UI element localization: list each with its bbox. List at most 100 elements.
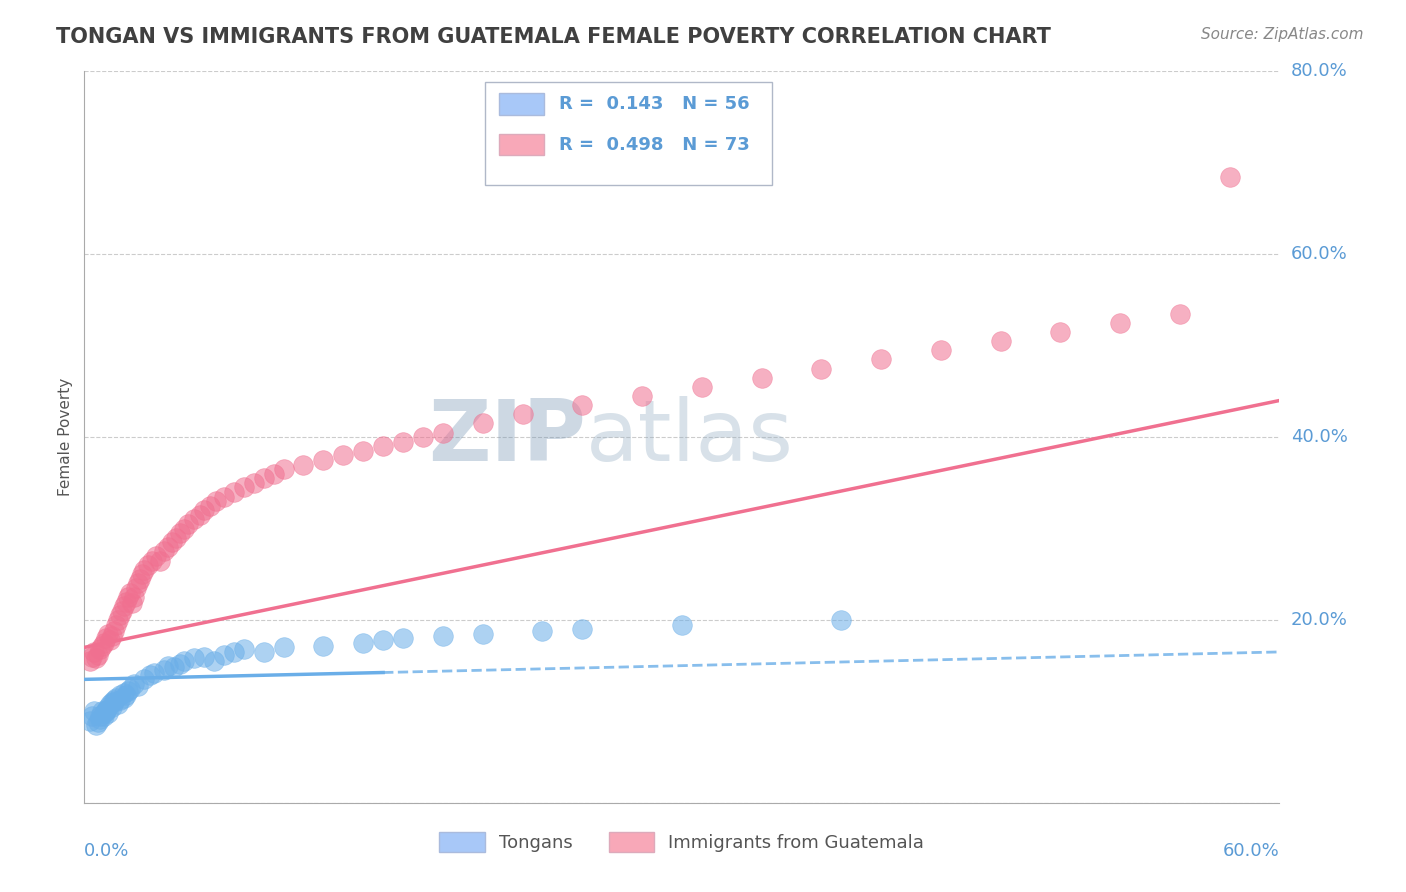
Point [751,370,773,384]
Point [312,639,335,653]
Point [105,617,128,632]
Point [122,677,145,691]
Point [169,657,191,671]
Point [115,688,138,702]
Point [91,705,114,719]
Point [198,499,221,513]
Point [101,699,124,714]
FancyBboxPatch shape [499,134,544,155]
Point [110,688,132,702]
Point [990,334,1012,348]
Point [1109,316,1132,330]
Point [91,639,114,653]
Point [93,706,115,721]
Point [141,553,163,567]
Point [432,425,454,440]
Point [183,512,205,526]
Point [157,658,180,673]
Text: 60.0%: 60.0% [1291,245,1347,263]
Point [132,673,156,687]
Point [160,535,183,549]
Text: Source: ZipAtlas.com: Source: ZipAtlas.com [1201,27,1364,42]
Text: TONGAN VS IMMIGRANTS FROM GUATEMALA FEMALE POVERTY CORRELATION CHART: TONGAN VS IMMIGRANTS FROM GUATEMALA FEMA… [56,27,1052,46]
Point [188,508,211,522]
Point [232,642,254,657]
Y-axis label: Female Poverty: Female Poverty [58,378,73,496]
Point [89,709,111,723]
Point [173,521,195,535]
Point [125,581,148,595]
Point [157,540,180,554]
Point [1049,325,1071,339]
Point [96,705,118,719]
Point [571,622,593,636]
Text: R =  0.143   N = 56: R = 0.143 N = 56 [558,95,749,113]
Point [222,485,245,500]
Point [93,636,115,650]
Point [571,398,593,412]
Point [87,648,110,662]
Point [373,439,395,453]
Point [1219,169,1241,184]
Point [83,705,105,719]
Point [205,494,228,508]
Point [79,654,101,668]
Point [129,572,152,586]
Point [86,651,108,665]
Point [96,632,118,646]
Point [169,526,191,541]
Point [193,503,215,517]
Point [79,714,101,728]
FancyBboxPatch shape [485,82,772,185]
Point [101,695,124,709]
Point [93,709,115,723]
Text: 80.0%: 80.0% [1291,62,1347,80]
Point [122,590,145,604]
Point [253,471,276,485]
FancyBboxPatch shape [499,94,544,115]
Point [232,480,254,494]
Point [83,645,105,659]
Point [531,624,554,638]
Point [173,654,195,668]
Point [103,624,125,638]
Point [332,448,354,462]
Point [120,681,142,696]
Point [112,690,135,705]
Point [690,380,713,394]
Point [101,629,124,643]
Point [127,576,149,591]
Point [412,430,434,444]
Point [471,417,494,431]
Point [96,702,118,716]
Text: 20.0%: 20.0% [1291,611,1347,629]
Point [263,467,285,481]
Point [153,663,176,677]
Text: atlas: atlas [586,395,794,479]
Point [139,667,162,681]
Point [202,654,225,668]
Point [110,608,132,623]
Point [86,718,108,732]
Text: ZIP: ZIP [429,395,586,479]
Point [82,709,104,723]
Point [929,343,952,358]
Point [103,693,125,707]
Point [1168,307,1191,321]
Point [97,626,120,640]
Point [120,585,142,599]
Point [149,553,172,567]
Point [212,648,235,662]
Point [671,617,693,632]
Text: R =  0.498   N = 73: R = 0.498 N = 73 [558,136,749,153]
Point [98,697,121,711]
Point [111,604,134,618]
Point [352,636,374,650]
Point [512,407,534,421]
Point [117,590,139,604]
Point [145,549,167,563]
Point [183,651,205,665]
Point [273,640,295,655]
Text: 60.0%: 60.0% [1223,842,1279,860]
Point [107,697,129,711]
